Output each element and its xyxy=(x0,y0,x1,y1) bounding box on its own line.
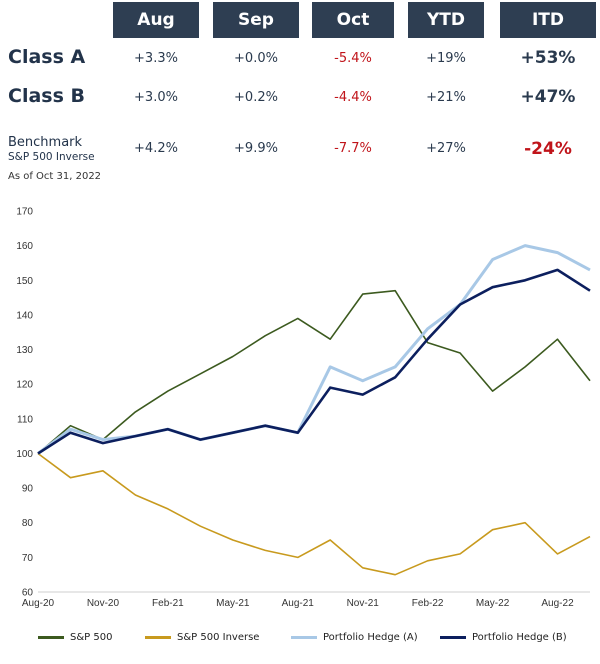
y-tick-label: 130 xyxy=(16,345,33,356)
x-tick-label: May-21 xyxy=(216,598,250,609)
series-line-s-p-500-inverse xyxy=(37,452,591,576)
cell-benchmark-ytd: +27% xyxy=(426,141,466,156)
legend-item-sp500-inverse: S&P 500 Inverse xyxy=(145,628,259,646)
y-tick-label: 150 xyxy=(16,276,33,287)
legend-item-sp500: S&P 500 xyxy=(38,628,112,646)
cell-class-b-oct: -4.4% xyxy=(334,90,372,105)
y-tick-label: 170 xyxy=(16,207,33,218)
cell-class-b-aug: +3.0% xyxy=(134,90,178,105)
cell-class-b-ytd: +21% xyxy=(426,90,466,105)
y-tick-label: 90 xyxy=(22,484,34,495)
series-layer xyxy=(37,244,591,576)
legend-label-sp500-inverse: S&P 500 Inverse xyxy=(177,631,260,643)
performance-line-chart: 60 70 80 90 100 110 120 130 140 150 160 170 Aug-20 N… xyxy=(16,207,591,609)
y-tick-label: 110 xyxy=(17,414,33,425)
legend-swatch-hedge-b xyxy=(440,635,466,639)
row-label-class-b: Class B xyxy=(8,85,85,107)
cell-benchmark-itd: -24% xyxy=(524,139,572,159)
series-line-s-p-500 xyxy=(37,289,591,455)
header-itd: ITD xyxy=(500,2,596,38)
cell-benchmark-oct: -7.7% xyxy=(334,141,372,156)
row-label-benchmark: Benchmark xyxy=(8,135,83,150)
y-tick-label: 60 xyxy=(22,588,34,599)
row-sublabel-benchmark: S&P 500 Inverse xyxy=(8,151,95,163)
y-tick-label: 160 xyxy=(16,241,33,252)
legend-swatch-sp500-inverse xyxy=(145,635,171,639)
cell-class-b-sep: +0.2% xyxy=(234,90,278,105)
header-aug: Aug xyxy=(113,2,199,38)
cell-class-a-ytd: +19% xyxy=(426,51,466,66)
x-tick-label: Aug-21 xyxy=(282,598,315,609)
y-tick-label: 120 xyxy=(16,380,33,391)
x-tick-label: Nov-20 xyxy=(87,598,120,609)
y-tick-label: 80 xyxy=(22,518,34,529)
header-oct: Oct xyxy=(312,2,394,38)
y-tick-label: 70 xyxy=(22,553,34,564)
cell-class-a-oct: -5.4% xyxy=(334,51,372,66)
header-ytd: YTD xyxy=(408,2,484,38)
x-tick-label: Feb-21 xyxy=(152,598,184,609)
x-tick-label: Nov-21 xyxy=(347,598,380,609)
y-axis: 60 70 80 90 100 110 120 130 140 150 160 170 xyxy=(16,207,33,599)
x-tick-label: Aug-22 xyxy=(541,598,574,609)
x-tick-label: May-22 xyxy=(476,598,510,609)
legend-label-hedge-a: Portfolio Hedge (A) xyxy=(323,631,418,643)
cell-benchmark-sep: +9.9% xyxy=(234,141,278,156)
cell-class-a-sep: +0.0% xyxy=(234,51,278,66)
cell-class-a-itd: +53% xyxy=(520,48,576,68)
legend-item-hedge-b: Portfolio Hedge (B) xyxy=(440,628,567,646)
legend-item-hedge-a: Portfolio Hedge (A) xyxy=(291,628,418,646)
as-of-date: As of Oct 31, 2022 xyxy=(8,171,102,182)
legend-swatch-sp500 xyxy=(38,635,64,639)
cell-class-a-aug: +3.3% xyxy=(134,51,178,66)
y-tick-label: 100 xyxy=(16,449,33,460)
cell-benchmark-aug: +4.2% xyxy=(134,141,178,156)
series-line-portfolio-hedge-a xyxy=(37,244,591,455)
header-sep: Sep xyxy=(213,2,299,38)
x-axis: Aug-20 Nov-20 Feb-21 May-21 Aug-21 Nov-21 Feb-… xyxy=(22,591,590,609)
legend-label-hedge-b: Portfolio Hedge (B) xyxy=(472,631,567,643)
legend-label-sp500: S&P 500 xyxy=(70,631,113,643)
series-line-portfolio-hedge-b xyxy=(37,268,591,455)
row-label-class-a: Class A xyxy=(8,46,86,68)
x-tick-label: Feb-22 xyxy=(412,598,444,609)
cell-class-b-itd: +47% xyxy=(520,87,576,107)
legend-swatch-hedge-a xyxy=(291,635,317,639)
x-tick-label: Aug-20 xyxy=(22,598,55,609)
y-tick-label: 140 xyxy=(16,310,33,321)
